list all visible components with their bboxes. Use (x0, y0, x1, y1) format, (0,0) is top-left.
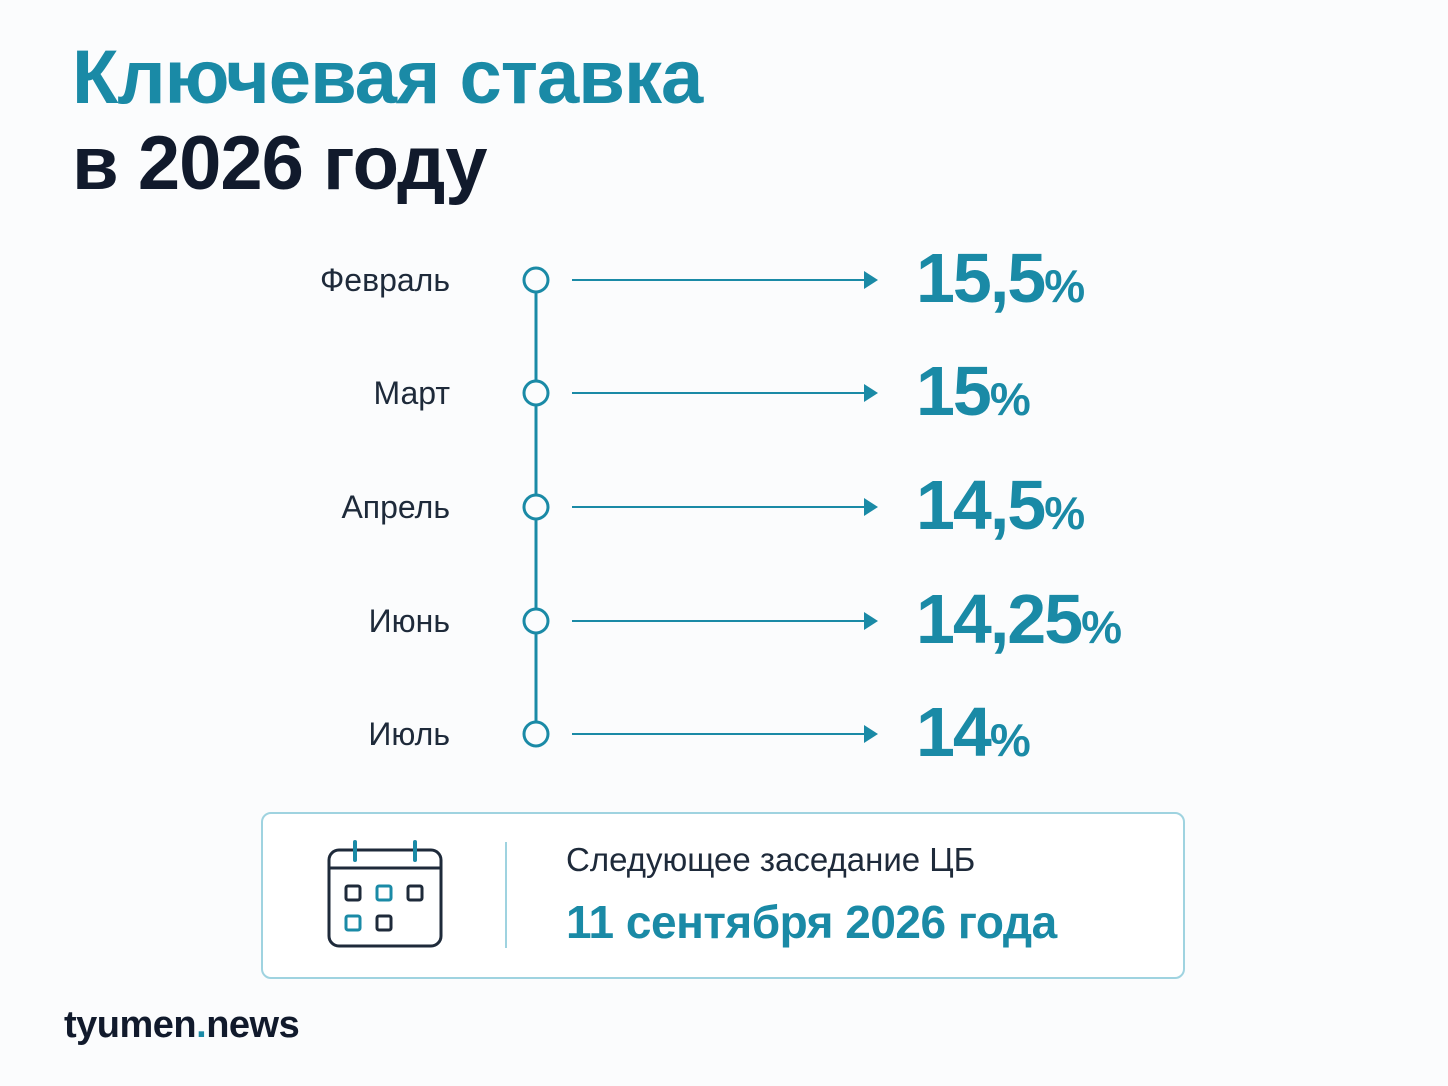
arrow-head (864, 271, 878, 289)
brand-suffix: news (206, 1004, 300, 1046)
timeline-row-3 (522, 607, 878, 635)
rate-unit: % (1081, 601, 1123, 653)
month-label-march: Март (373, 375, 450, 411)
brand-dot: . (196, 1004, 207, 1046)
page-title: Ключевая ставка (72, 35, 703, 120)
arrow-head (864, 612, 878, 630)
arrow-head (864, 498, 878, 516)
month-label-june: Июнь (368, 603, 450, 639)
calendar-icon (327, 840, 443, 948)
rate-number: 14 (916, 693, 992, 771)
rate-unit: % (1044, 260, 1086, 312)
arrow-head (864, 725, 878, 743)
rate-value-march: 15% (916, 351, 1031, 431)
timeline-node (522, 607, 550, 635)
month-label-july: Июль (368, 716, 450, 752)
rate-unit: % (989, 714, 1031, 766)
card-divider (505, 842, 507, 948)
rate-value-july: 14% (916, 692, 1031, 772)
timeline-node (522, 720, 550, 748)
rate-unit: % (1044, 487, 1086, 539)
rate-value-february: 15,5% (916, 238, 1085, 318)
rate-unit: % (989, 373, 1031, 425)
arrow-head (864, 384, 878, 402)
page-subtitle: в 2026 году (72, 121, 488, 206)
brand-name: tyumen (64, 1004, 197, 1046)
month-label-april: Апрель (341, 489, 450, 525)
timeline-row-1 (522, 379, 878, 407)
brand-logo: tyumen.news (64, 1000, 300, 1050)
timeline-node (522, 493, 550, 521)
next-meeting-date: 11 сентября 2026 года (566, 896, 1057, 948)
month-label-february: Февраль (319, 262, 450, 298)
timeline-node (522, 379, 550, 407)
timeline-row-2 (522, 493, 878, 521)
timeline-node (522, 266, 550, 294)
next-meeting-card (261, 812, 1185, 979)
rate-value-april: 14,5% (916, 465, 1085, 545)
timeline-row-4 (522, 720, 878, 748)
rate-number: 15 (916, 352, 992, 430)
rate-number: 14,5 (916, 466, 1046, 544)
timeline-row-0 (522, 266, 878, 294)
rate-number: 15,5 (916, 239, 1046, 317)
next-meeting-label: Следующее заседание ЦБ (566, 841, 976, 878)
rate-value-june: 14,25% (916, 579, 1122, 659)
rate-number: 14,25 (916, 580, 1083, 658)
